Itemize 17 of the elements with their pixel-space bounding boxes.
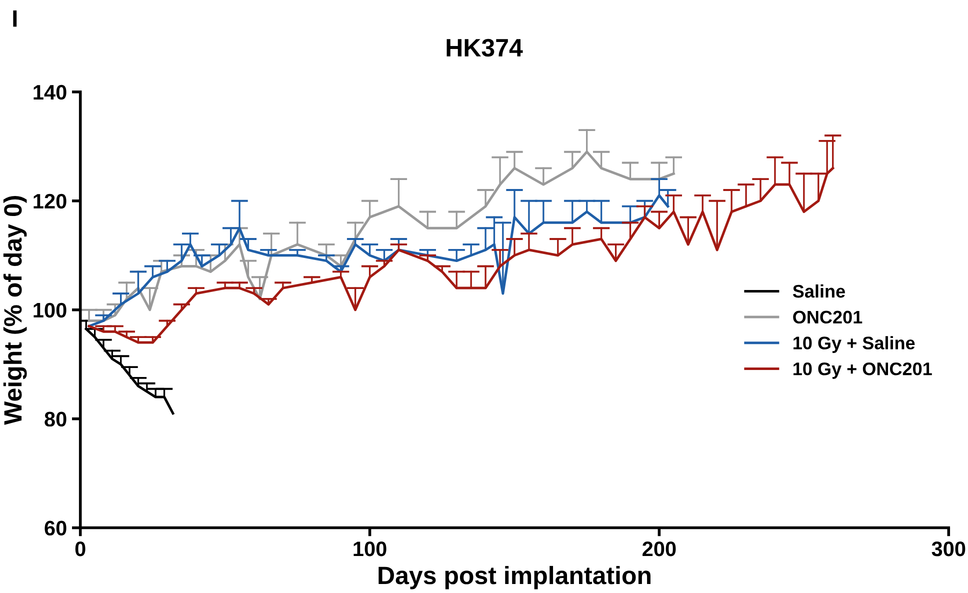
y-tick-label: 60 xyxy=(44,520,66,536)
text: I xyxy=(13,10,17,27)
x-tick-label: 100 xyxy=(354,542,386,556)
y-axis-title: Weight (% of day 0) xyxy=(3,196,27,425)
x-tick-label: 300 xyxy=(932,542,966,556)
x-axis-title: Days post implantation xyxy=(378,566,650,590)
x-tick-label: 200 xyxy=(642,542,676,556)
y-tick-label: 100 xyxy=(34,302,66,318)
legend-label: ONC201 xyxy=(793,310,862,324)
chart-title: HK374 xyxy=(446,38,523,57)
legend-label: Saline xyxy=(792,284,845,298)
y-tick-label: 120 xyxy=(34,194,66,209)
legend-label: 10 Gy + ONC201 xyxy=(794,362,932,379)
legend-label: 10 Gy + Saline xyxy=(794,336,915,353)
x-tick-label: 0 xyxy=(75,542,86,556)
y-tick-label: 140 xyxy=(34,84,66,100)
y-tick-label: 80 xyxy=(44,412,66,427)
